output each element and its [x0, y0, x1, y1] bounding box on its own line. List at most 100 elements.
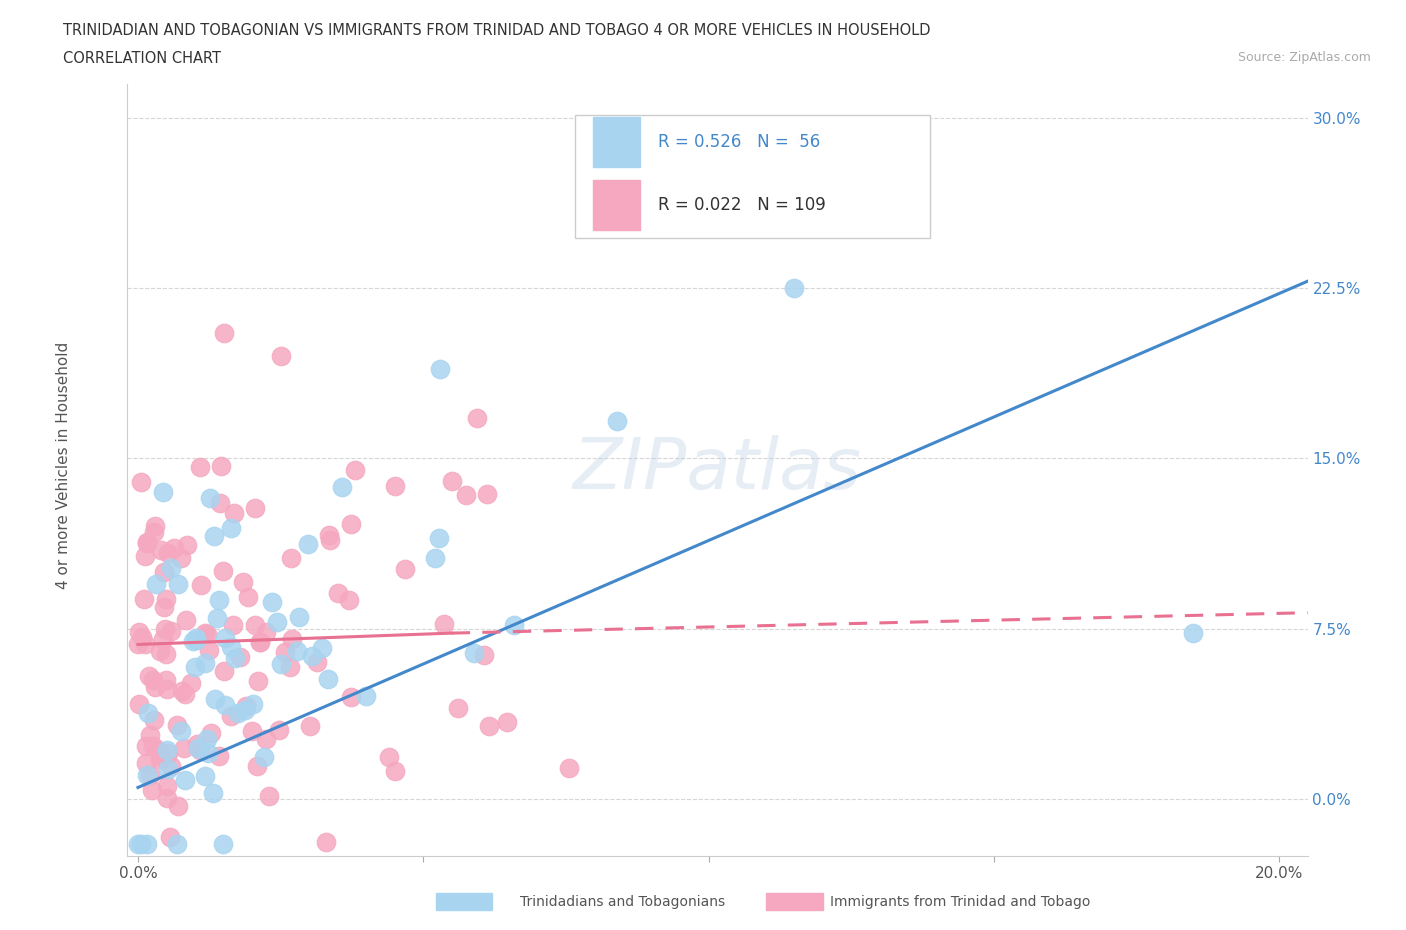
Point: [243, 618, 266, 633]
Point: [270, 657, 292, 671]
Point: [152, 631, 174, 646]
Point: [287, 644, 309, 658]
Text: TRINIDADIAN AND TOBAGONIAN VS IMMIGRANTS FROM TRINIDAD AND TOBAGO 4 OR MORE VEHI: TRINIDADIAN AND TOBAGONIAN VS IMMIGRANTS…: [63, 23, 931, 38]
Point: [204, 692, 226, 707]
Point: [194, 768, 217, 783]
Point: [139, 767, 162, 782]
Point: [205, 611, 228, 626]
Point: [219, 640, 242, 655]
Point: [155, 672, 177, 687]
Point: [173, 741, 195, 756]
Point: [129, 837, 152, 852]
Point: [246, 758, 269, 773]
Point: [197, 745, 219, 760]
Point: [134, 636, 156, 651]
Point: [200, 490, 222, 505]
Point: [242, 697, 264, 711]
Point: [315, 834, 337, 849]
Point: [343, 462, 366, 477]
Point: [167, 799, 190, 814]
Point: [157, 745, 180, 760]
Point: [440, 473, 463, 488]
Point: [163, 540, 186, 555]
Point: [288, 609, 311, 624]
Text: ZIPatlas: ZIPatlas: [572, 435, 862, 504]
Point: [219, 709, 242, 724]
Point: [156, 545, 179, 560]
Point: [558, 761, 581, 776]
Point: [214, 631, 236, 645]
Point: [433, 617, 456, 631]
Point: [159, 561, 181, 576]
Point: [425, 551, 447, 565]
Point: [174, 773, 197, 788]
Point: [150, 749, 173, 764]
Point: [211, 837, 233, 852]
Point: [280, 551, 302, 565]
Point: [339, 592, 361, 607]
Point: [134, 549, 156, 564]
Point: [202, 529, 225, 544]
Point: [222, 618, 245, 632]
Point: [156, 790, 179, 805]
Point: [166, 837, 188, 852]
Point: [156, 681, 179, 696]
Point: [254, 732, 277, 747]
Point: [259, 789, 281, 804]
Text: R = 0.526   N =  56: R = 0.526 N = 56: [658, 133, 820, 151]
Point: [356, 688, 378, 703]
Point: [305, 655, 328, 670]
Point: [150, 542, 173, 557]
Point: [208, 496, 231, 511]
Point: [135, 837, 157, 852]
Point: [155, 591, 177, 606]
Point: [157, 762, 180, 777]
Point: [235, 699, 257, 714]
Point: [142, 525, 165, 539]
Point: [246, 673, 269, 688]
Point: [233, 702, 256, 717]
Point: [186, 633, 208, 648]
Point: [236, 590, 259, 604]
Point: [278, 660, 301, 675]
Point: [208, 749, 231, 764]
Point: [166, 718, 188, 733]
Point: [167, 577, 190, 591]
Point: [249, 634, 271, 649]
Point: [153, 599, 176, 614]
Point: [266, 614, 288, 629]
Point: [226, 705, 249, 720]
Text: R = 0.022   N = 109: R = 0.022 N = 109: [658, 196, 825, 214]
Text: 4 or more Vehicles in Household: 4 or more Vehicles in Household: [56, 341, 70, 589]
FancyBboxPatch shape: [593, 117, 640, 167]
Point: [195, 732, 218, 747]
Text: Source: ZipAtlas.com: Source: ZipAtlas.com: [1237, 51, 1371, 64]
Point: [156, 743, 179, 758]
Point: [145, 577, 167, 591]
Point: [219, 520, 242, 535]
Point: [135, 756, 157, 771]
Point: [202, 786, 225, 801]
Point: [194, 625, 217, 640]
Point: [142, 739, 165, 754]
Point: [170, 684, 193, 698]
Point: [249, 635, 271, 650]
Point: [187, 740, 209, 755]
Point: [149, 751, 172, 766]
Point: [316, 671, 339, 686]
Point: [229, 649, 252, 664]
Point: [131, 630, 153, 644]
Point: [214, 698, 236, 712]
Point: [136, 706, 159, 721]
Point: [281, 631, 304, 646]
Point: [128, 697, 150, 711]
Point: [208, 592, 231, 607]
Point: [394, 562, 416, 577]
Point: [169, 551, 191, 565]
Point: [384, 479, 406, 494]
Point: [146, 743, 169, 758]
Point: [134, 592, 156, 607]
Point: [153, 565, 176, 579]
Point: [212, 326, 235, 341]
Point: [503, 618, 526, 632]
